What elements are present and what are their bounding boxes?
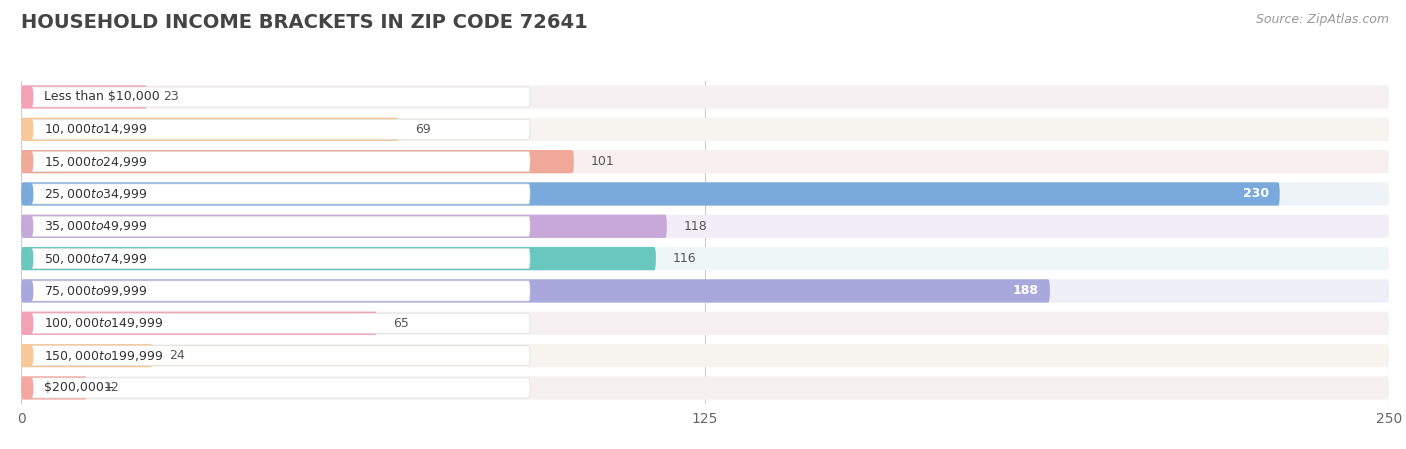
Text: 12: 12 (103, 382, 120, 394)
FancyBboxPatch shape (21, 215, 666, 238)
FancyBboxPatch shape (30, 313, 530, 333)
FancyBboxPatch shape (21, 376, 87, 400)
Text: $150,000 to $199,999: $150,000 to $199,999 (44, 348, 163, 363)
Text: 118: 118 (683, 220, 707, 233)
Text: $15,000 to $24,999: $15,000 to $24,999 (44, 154, 148, 169)
Text: $10,000 to $14,999: $10,000 to $14,999 (44, 122, 148, 136)
FancyBboxPatch shape (21, 150, 1389, 173)
Circle shape (30, 249, 32, 269)
Circle shape (30, 378, 32, 398)
FancyBboxPatch shape (21, 215, 1389, 238)
Text: $25,000 to $34,999: $25,000 to $34,999 (44, 187, 148, 201)
Text: $200,000+: $200,000+ (44, 382, 114, 394)
FancyBboxPatch shape (21, 118, 1389, 141)
FancyBboxPatch shape (21, 312, 377, 335)
FancyBboxPatch shape (21, 150, 574, 173)
FancyBboxPatch shape (21, 376, 1389, 400)
FancyBboxPatch shape (21, 279, 1050, 303)
FancyBboxPatch shape (30, 346, 530, 365)
FancyBboxPatch shape (30, 184, 530, 204)
Circle shape (30, 87, 32, 107)
Circle shape (30, 152, 32, 172)
FancyBboxPatch shape (21, 85, 1389, 109)
Text: Source: ZipAtlas.com: Source: ZipAtlas.com (1256, 13, 1389, 26)
Text: 230: 230 (1243, 188, 1268, 200)
FancyBboxPatch shape (21, 85, 148, 109)
Text: 101: 101 (591, 155, 614, 168)
Text: 24: 24 (169, 349, 184, 362)
Circle shape (30, 281, 32, 301)
Text: $35,000 to $49,999: $35,000 to $49,999 (44, 219, 148, 233)
Text: $50,000 to $74,999: $50,000 to $74,999 (44, 251, 148, 266)
FancyBboxPatch shape (21, 312, 1389, 335)
FancyBboxPatch shape (30, 249, 530, 269)
Circle shape (30, 184, 32, 204)
Text: $75,000 to $99,999: $75,000 to $99,999 (44, 284, 148, 298)
Text: 188: 188 (1012, 285, 1039, 297)
Text: 65: 65 (394, 317, 409, 330)
FancyBboxPatch shape (30, 152, 530, 172)
Text: $100,000 to $149,999: $100,000 to $149,999 (44, 316, 163, 330)
FancyBboxPatch shape (30, 281, 530, 301)
Text: HOUSEHOLD INCOME BRACKETS IN ZIP CODE 72641: HOUSEHOLD INCOME BRACKETS IN ZIP CODE 72… (21, 13, 588, 32)
FancyBboxPatch shape (30, 216, 530, 236)
FancyBboxPatch shape (21, 344, 152, 367)
FancyBboxPatch shape (30, 119, 530, 139)
FancyBboxPatch shape (21, 118, 399, 141)
Circle shape (30, 119, 32, 139)
Circle shape (30, 216, 32, 236)
Text: Less than $10,000: Less than $10,000 (44, 91, 159, 103)
FancyBboxPatch shape (21, 279, 1389, 303)
Circle shape (30, 313, 32, 333)
Text: 116: 116 (672, 252, 696, 265)
FancyBboxPatch shape (21, 247, 655, 270)
FancyBboxPatch shape (21, 182, 1389, 206)
Circle shape (30, 346, 32, 365)
Text: 23: 23 (163, 91, 179, 103)
Text: 69: 69 (415, 123, 430, 136)
FancyBboxPatch shape (30, 378, 530, 398)
FancyBboxPatch shape (21, 344, 1389, 367)
FancyBboxPatch shape (21, 182, 1279, 206)
FancyBboxPatch shape (21, 247, 1389, 270)
FancyBboxPatch shape (30, 87, 530, 107)
